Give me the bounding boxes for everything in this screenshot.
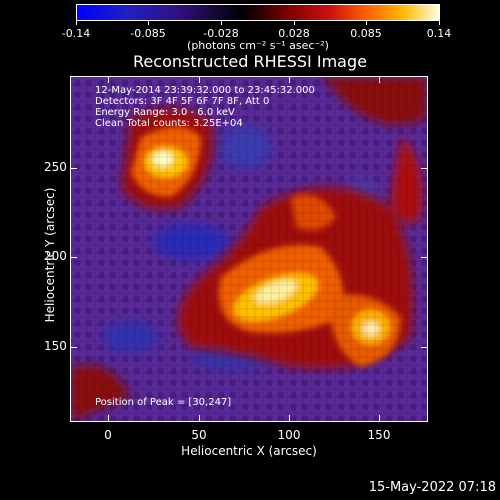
rhessi-image: 12-May-2014 23:39:32.000 to 23:45:32.000… <box>70 76 428 422</box>
colorbar-label: 0.028 <box>278 27 310 40</box>
colorbar-label: -0.14 <box>61 27 91 40</box>
colorbar-tick <box>148 20 149 25</box>
y-axis-title: Heliocentric Y (arcsec) <box>43 187 57 323</box>
peak-position: Position of Peak = [30,247] <box>95 397 232 408</box>
colorbar-unit: (photons cm⁻² s⁻¹ asec⁻²) <box>187 39 329 52</box>
x-tick <box>379 415 380 422</box>
x-tick-label: 50 <box>191 428 207 442</box>
y-tick <box>70 347 77 348</box>
render-timestamp: 15-May-2022 07:18 <box>368 480 496 495</box>
y-tick-label: 200 <box>44 249 67 263</box>
colorbar-label: -0.028 <box>203 27 239 40</box>
colorbar-label: -0.085 <box>130 27 166 40</box>
y-tick <box>421 257 428 258</box>
x-tick <box>289 76 290 83</box>
colorbar-tick <box>294 20 295 25</box>
x-tick <box>289 415 290 422</box>
x-tick-label: 100 <box>277 428 301 442</box>
y-tick <box>70 168 77 169</box>
x-tick <box>379 76 380 83</box>
x-tick <box>199 415 200 422</box>
observation-time: 12-May-2014 23:39:32.000 to 23:45:32.000 <box>95 85 315 96</box>
colorbar-tick <box>221 20 222 25</box>
colorbar-label: 0.085 <box>350 27 382 40</box>
colorbar-tick <box>439 20 440 25</box>
x-tick <box>108 76 109 83</box>
energy-range: Energy Range: 3.0 - 6.0 keV <box>95 107 235 118</box>
clean-total-counts: Clean Total counts: 3.25E+04 <box>95 118 243 129</box>
colorbar-tick <box>76 20 77 25</box>
detectors-info: Detectors: 3F 4F 5F 6F 7F 8F, Att 0 <box>95 96 270 107</box>
colorbar-label: 0.14 <box>426 27 452 40</box>
y-tick <box>421 347 428 348</box>
intensity-map <box>71 77 427 421</box>
colorbar <box>76 4 440 21</box>
x-tick-label: 0 <box>104 428 112 442</box>
colorbar-tick <box>366 20 367 25</box>
pixel-grid <box>71 77 427 421</box>
y-tick <box>70 257 77 258</box>
y-tick-label: 150 <box>44 339 67 353</box>
x-tick-label: 150 <box>367 428 391 442</box>
y-tick <box>421 168 428 169</box>
y-tick-label: 250 <box>44 160 67 174</box>
image-title: Reconstructed RHESSI Image <box>133 52 367 71</box>
x-axis-title: Heliocentric X (arcsec) <box>181 444 317 458</box>
x-tick <box>199 76 200 83</box>
x-tick <box>108 415 109 422</box>
